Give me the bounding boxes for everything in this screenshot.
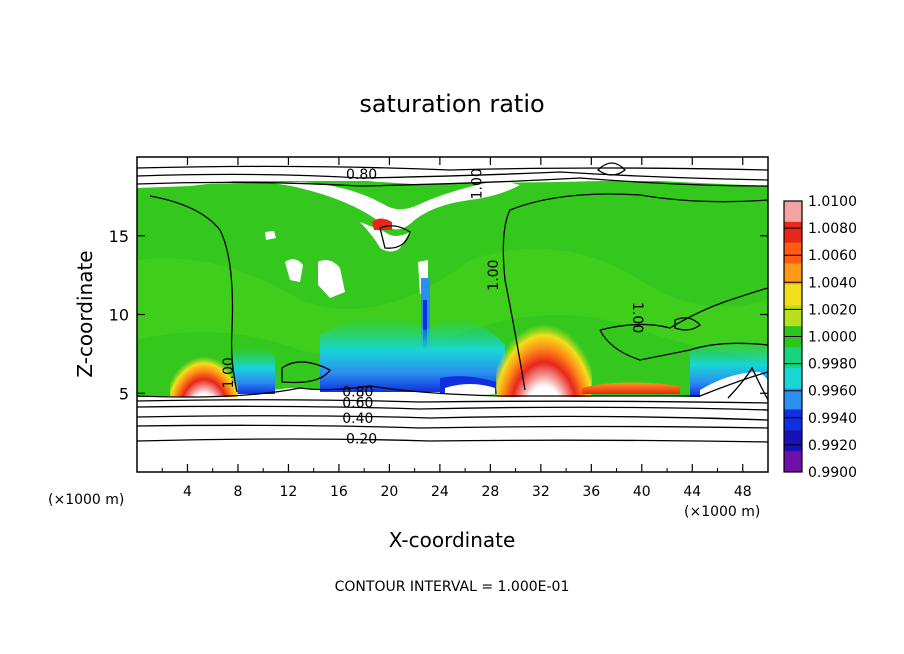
chart-title: saturation ratio [359, 90, 544, 118]
colorbar-label: 0.9900 [808, 465, 857, 481]
x-tick-label: 12 [280, 484, 298, 500]
contour-lines [137, 162, 768, 443]
y-axis-label: Z-coordinate [73, 250, 97, 377]
colorbar-swatch [784, 346, 802, 369]
colorbar-label: 1.0000 [808, 330, 857, 346]
colorbar-swatch [784, 284, 802, 306]
contour-label: 1.00 [629, 302, 645, 333]
y-tick-label: 10 [109, 306, 129, 325]
y-axis: 5 10 15 [109, 227, 768, 403]
colorbar-swatch [784, 409, 802, 431]
colorbar: 1.0100 1.0080 1.0060 1.0040 1.0020 1.0000 0.99… [783, 194, 857, 481]
colorbar-swatch [784, 305, 802, 327]
colorbar-label: 0.9980 [808, 357, 857, 373]
colorbar-label: 1.0060 [808, 248, 857, 264]
contour-label-group: 0.80 1.001.001.001.000.800.600.400.20 [221, 167, 645, 448]
x-axis-label: X-coordinate [389, 528, 516, 552]
colorbar-swatch [784, 242, 802, 265]
y-tick-label: 15 [109, 227, 129, 246]
colorbar-swatch [784, 367, 802, 390]
x-tick-label: 24 [431, 484, 449, 500]
x-tick-label: 16 [330, 484, 348, 500]
contour-label: 0.20 [346, 432, 377, 448]
x-axis: 4 8 12 16 20 24 28 32 36 40 44 48 [161, 157, 752, 500]
x-tick-label: 44 [683, 484, 701, 500]
x-unit-right: (×1000 m) [684, 504, 760, 520]
x-tick-label: 36 [582, 484, 600, 500]
plot-field [137, 157, 768, 472]
colorbar-swatch [784, 263, 802, 285]
colorbar-swatch [784, 388, 802, 410]
colorbar-label: 0.9960 [808, 384, 857, 400]
colorbar-label: 1.0080 [808, 221, 857, 237]
contour-label: 0.40 [342, 411, 373, 427]
contour-interval-note: CONTOUR INTERVAL = 1.000E-01 [335, 579, 570, 595]
colorbar-label: 1.0040 [808, 275, 857, 291]
x-unit-left: (×1000 m) [48, 492, 124, 508]
upper-cloud [195, 180, 520, 230]
colorbar-swatch [784, 221, 802, 244]
colorbar-swatch [784, 430, 802, 452]
colorbar-label: 0.9940 [808, 411, 857, 427]
x-tick-label: 8 [233, 484, 242, 500]
x-tick-label: 28 [481, 484, 499, 500]
contour-label: 0.60 [342, 395, 373, 411]
colorbar-label: 1.0020 [808, 302, 857, 318]
contour-label: 1.00 [221, 357, 237, 388]
y-tick-label: 5 [119, 384, 129, 403]
x-tick-label: 48 [734, 484, 752, 500]
contour-label: 1.00 [486, 260, 502, 291]
x-tick-label: 4 [183, 484, 192, 500]
colorbar-label: 1.0100 [808, 194, 857, 210]
contour-label: 0.80 [342, 384, 373, 400]
contour-label: 0.80 [346, 167, 377, 183]
contour-label: 1.00 [470, 168, 486, 199]
x-tick-label: 40 [633, 484, 651, 500]
colorbar-swatch [784, 451, 802, 473]
colorbar-label: 0.9920 [808, 438, 857, 454]
x-tick-label: 20 [380, 484, 398, 500]
colorbar-swatch [784, 201, 802, 223]
x-tick-label: 32 [532, 484, 550, 500]
